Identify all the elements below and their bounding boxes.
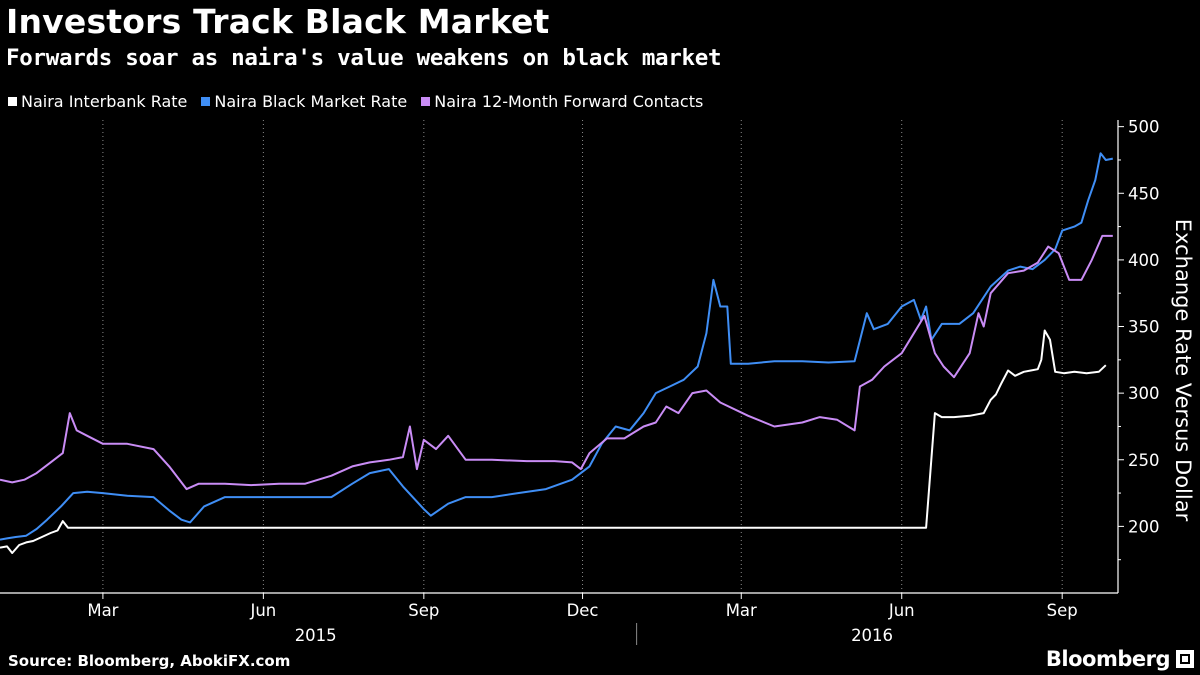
tick-label-x-3: Dec: [567, 601, 599, 620]
tick-label-y-6: 500: [1128, 118, 1160, 137]
legend-label-interbank: Naira Interbank Rate: [21, 91, 188, 111]
source-note: Source: Bloomberg, AbokiFX.com: [8, 652, 291, 670]
legend-label-black-market: Naira Black Market Rate: [214, 91, 408, 111]
tick-label-y-2: 300: [1128, 384, 1160, 403]
tick-label-x-2: Sep: [408, 601, 439, 620]
year-label-1: 2016: [851, 626, 893, 645]
series-lines: [0, 152, 1113, 554]
series-line-0: [0, 329, 1107, 554]
tick-label-y-1: 250: [1128, 451, 1160, 470]
legend-item-interbank: Naira Interbank Rate: [8, 92, 187, 111]
chart-legend: Naira Interbank Rate Naira Black Market …: [8, 91, 717, 111]
legend-swatch-forward: [421, 96, 431, 106]
chart-subtitle: Forwards soar as naira's value weakens o…: [6, 45, 722, 71]
tick-label-x-1: Jun: [249, 601, 276, 620]
legend-label-forward: Naira 12-Month Forward Contacts: [434, 91, 704, 111]
legend-swatch-black-market: [201, 96, 211, 106]
legend-swatch-interbank: [8, 96, 17, 106]
chart-title: Investors Track Black Market: [6, 2, 550, 41]
tick-label-y-0: 200: [1128, 517, 1160, 536]
tick-label-y-3: 350: [1128, 318, 1160, 337]
bloomberg-logo-icon: [1176, 650, 1194, 668]
tick-label-y-4: 400: [1128, 251, 1160, 270]
tick-label-x-0: Mar: [87, 601, 118, 620]
tick-label-x-6: Sep: [1047, 601, 1078, 620]
brand-wordmark: Bloomberg: [1045, 647, 1171, 671]
axes: Mar Jun Sep Dec Mar Jun Sep 2015 2016 200 250 300 35…: [0, 118, 1160, 645]
series-line-2: [0, 234, 1113, 491]
y-axis-label: Exchange Rate Versus Dollar: [1171, 219, 1195, 522]
series-line-1: [0, 152, 1113, 541]
tick-label-x-4: Mar: [726, 601, 757, 620]
tick-label-y-5: 450: [1128, 184, 1160, 203]
tick-label-x-5: Jun: [888, 601, 915, 620]
year-label-0: 2015: [295, 626, 337, 645]
legend-item-black-market: Naira Black Market Rate: [201, 92, 407, 111]
grid-lines: [102, 120, 1063, 593]
legend-item-forward: Naira 12-Month Forward Contacts: [421, 92, 703, 111]
